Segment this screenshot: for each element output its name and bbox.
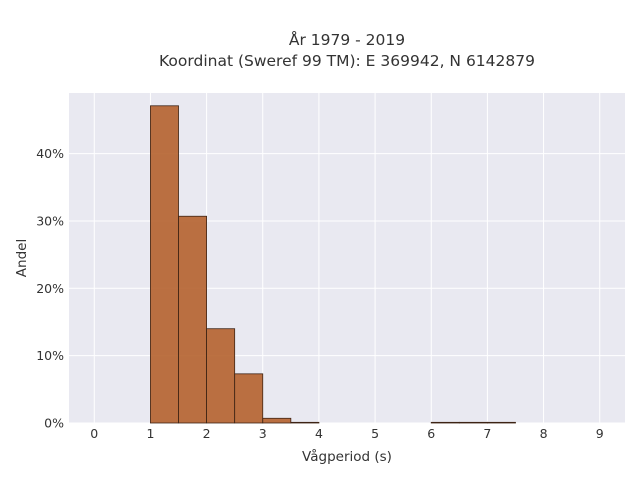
histogram-bar xyxy=(430,421,460,424)
x-tick-label: 8 xyxy=(540,426,548,441)
y-axis-title: Andel xyxy=(14,239,30,277)
x-tick-label: 6 xyxy=(427,426,435,441)
y-tick-label: 30% xyxy=(36,213,64,228)
x-tick-label: 3 xyxy=(259,426,267,441)
histogram-bar xyxy=(262,417,292,424)
x-tick-label: 0 xyxy=(90,426,98,441)
histogram-bar xyxy=(458,421,488,424)
y-tick-label: 40% xyxy=(36,146,64,161)
x-tick-label: 9 xyxy=(596,426,604,441)
x-tick-label: 1 xyxy=(146,426,154,441)
y-tick-label: 0% xyxy=(44,416,64,431)
x-tick-label: 7 xyxy=(483,426,491,441)
histogram-bar xyxy=(234,373,264,424)
x-axis-ticks: 0 1 2 3 4 5 6 7 8 9 xyxy=(90,426,603,441)
histogram-bar xyxy=(290,421,320,424)
histogram-bar xyxy=(178,215,207,424)
histogram-bar xyxy=(206,328,236,424)
histogram-bar xyxy=(150,105,179,424)
histogram-bar xyxy=(487,421,516,424)
x-tick-label: 5 xyxy=(371,426,379,441)
x-tick-label: 2 xyxy=(203,426,211,441)
chart-title-line-2: Koordinat (Sweref 99 TM): E 369942, N 61… xyxy=(159,52,535,70)
gridlines xyxy=(69,93,625,424)
bars xyxy=(150,105,516,424)
x-axis-title: Vågperiod (s) xyxy=(302,448,392,465)
y-tick-label: 20% xyxy=(36,281,64,296)
y-axis-ticks: 0% 10% 20% 30% 40% xyxy=(36,146,64,430)
x-tick-label: 4 xyxy=(315,426,323,441)
chart-title-line-1: År 1979 - 2019 xyxy=(289,30,405,49)
y-tick-label: 10% xyxy=(36,348,64,363)
